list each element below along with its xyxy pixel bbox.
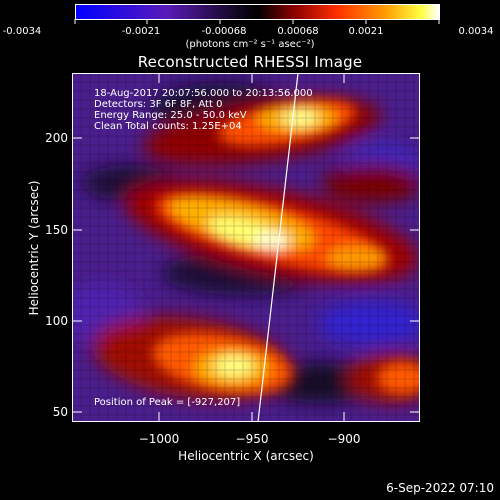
colorbar-tick-label: 0.0021	[348, 26, 384, 37]
annotation-detectors: Detectors: 3F 6F 8F, Att 0	[94, 99, 223, 110]
annotation-peak-position: Position of Peak = [-927,207]	[94, 397, 241, 408]
rhessi-map	[72, 73, 420, 422]
colorbar-tick-label: 0.0034	[458, 26, 494, 37]
colorbar-tick-label: 0.00068	[277, 26, 319, 37]
colorbar-units: (photons cm⁻² s⁻¹ asec⁻²)	[185, 39, 315, 50]
x-tick-label: −900	[327, 432, 361, 446]
y-tick-label: 100	[45, 314, 68, 328]
colorbar-tick-label: -0.00068	[201, 26, 247, 37]
annotation-energy-range: Energy Range: 25.0 - 50.0 keV	[94, 110, 247, 121]
y-tick-label: 150	[45, 223, 68, 237]
y-axis-label: Heliocentric Y (arcsec)	[27, 180, 41, 316]
rhessi-image-panel: 18-Aug-2017 20:07:56.000 to 20:13:56.000…	[72, 73, 420, 422]
y-tick-label: 200	[45, 131, 68, 145]
image-title: Reconstructed RHESSI Image	[137, 53, 363, 71]
annotation-clean: Clean Total counts: 1.25E+04	[94, 121, 242, 132]
colorbar-tick-label: -0.0021	[121, 26, 161, 37]
x-axis-label: Heliocentric X (arcsec)	[178, 449, 314, 463]
solar-limb-line	[257, 73, 299, 422]
x-tick-label: −1000	[138, 432, 180, 446]
x-tick-label: −950	[235, 432, 269, 446]
footer-date: 6-Sep-2022 07:10	[386, 481, 494, 495]
colorbar-tick-marks	[74, 19, 440, 24]
y-tick-label: 50	[52, 405, 68, 419]
colorbar-tick-label: -0.0034	[2, 26, 42, 37]
annotation-time-range: 18-Aug-2017 20:07:56.000 to 20:13:56.000	[94, 88, 313, 99]
colorbar	[75, 4, 440, 20]
